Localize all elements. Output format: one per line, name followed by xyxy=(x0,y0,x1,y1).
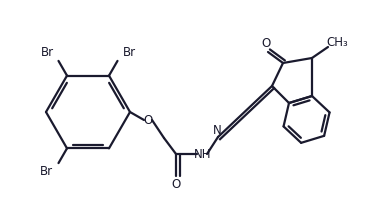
Text: Br: Br xyxy=(123,46,136,59)
Text: NH: NH xyxy=(194,147,212,161)
Text: Br: Br xyxy=(40,165,54,178)
Text: O: O xyxy=(261,36,271,50)
Text: Br: Br xyxy=(40,46,54,59)
Text: O: O xyxy=(171,178,181,190)
Text: CH₃: CH₃ xyxy=(326,36,348,48)
Text: N: N xyxy=(213,125,221,137)
Text: O: O xyxy=(143,113,153,127)
